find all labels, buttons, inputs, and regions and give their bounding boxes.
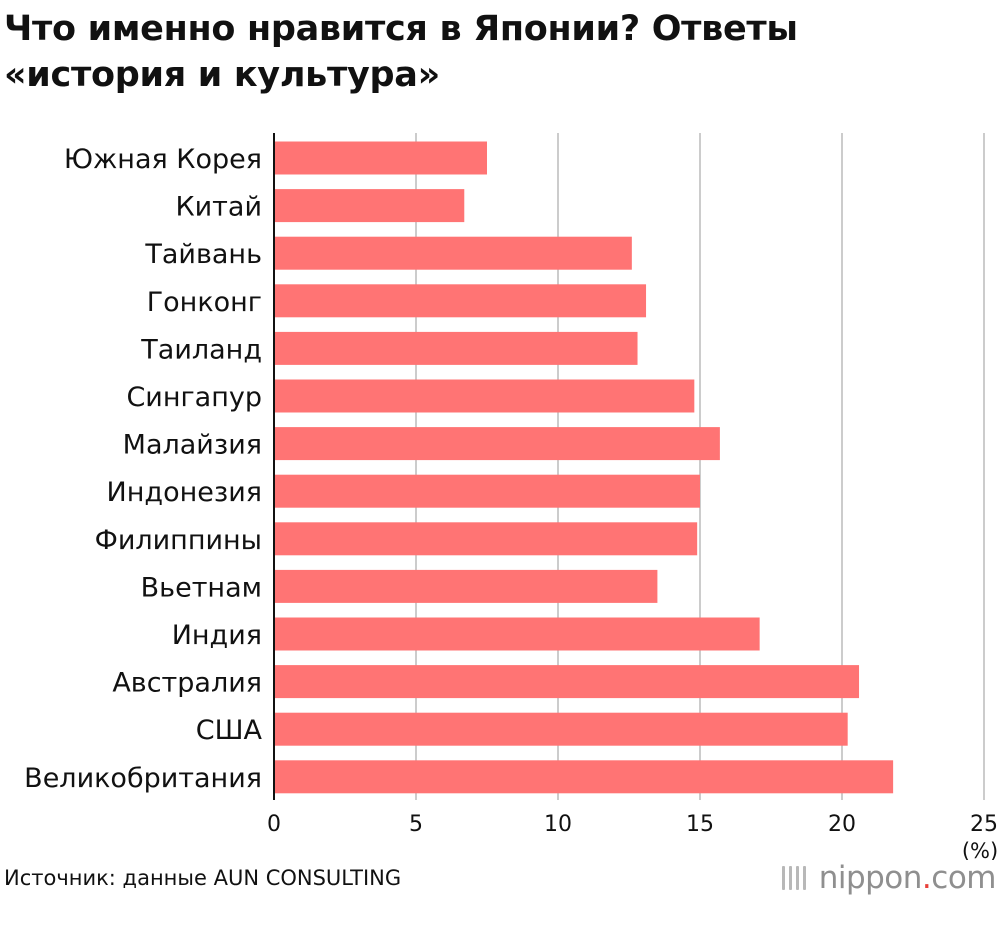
bar-5 (274, 379, 695, 413)
bar-9 (274, 569, 658, 603)
chart-title-line-1: Что именно нравится в Японии? Ответы (4, 9, 798, 49)
category-label-12: США (196, 715, 263, 746)
x-tick-label-15: 15 (686, 812, 714, 837)
category-label-5: Сингапур (126, 382, 262, 413)
x-tick-label-10: 10 (544, 812, 572, 837)
bar-13 (274, 760, 894, 794)
category-label-7: Индонезия (107, 477, 262, 508)
nippon-logo: nippon.com (779, 858, 996, 898)
bar-8 (274, 522, 698, 556)
category-label-11: Австралия (112, 668, 262, 699)
bar-chart: Южная Корея Китай Тайвань Гонконг Таиланд Син… (24, 133, 998, 860)
x-tick-label-20: 20 (828, 812, 856, 837)
chart-title: Что именно нравится в Японии? Ответы «ис… (4, 6, 994, 98)
bar-2 (274, 236, 632, 270)
x-tick-label-0: 0 (267, 812, 281, 837)
nippon-logo-icon (779, 862, 811, 894)
logo-brand: nippon (818, 860, 923, 896)
bar-10 (274, 617, 760, 651)
category-label-2: Тайвань (144, 239, 262, 270)
bar-3 (274, 284, 647, 318)
bar-6 (274, 427, 720, 461)
bar-7 (274, 474, 700, 508)
logo-dot: . (921, 860, 932, 896)
source-note: Источник: данные AUN CONSULTING (4, 866, 402, 890)
bar-11 (274, 665, 860, 699)
category-label-13: Великобритания (24, 763, 262, 794)
category-label-9: Вьетнам (141, 572, 262, 603)
category-label-4: Таиланд (140, 334, 262, 365)
logo-wordmark: nippon.com (818, 860, 997, 896)
category-label-1: Китай (175, 192, 262, 223)
chart-title-line-2: «история и культура» (4, 55, 440, 95)
logo-tld: com (931, 860, 996, 896)
category-label-8: Филиппины (95, 525, 262, 556)
category-label-10: Индия (172, 620, 262, 651)
category-label-3: Гонконг (147, 287, 262, 318)
bar-12 (274, 712, 848, 746)
category-label-6: Малайзия (123, 430, 262, 461)
category-label-0: Южная Корея (64, 144, 262, 175)
bar-0 (274, 141, 487, 175)
x-tick-label-5: 5 (409, 812, 423, 837)
bar-4 (274, 331, 638, 365)
bar-1 (274, 189, 465, 223)
x-unit-label: (%) (962, 839, 998, 860)
x-tick-label-25: 25 (970, 812, 998, 837)
